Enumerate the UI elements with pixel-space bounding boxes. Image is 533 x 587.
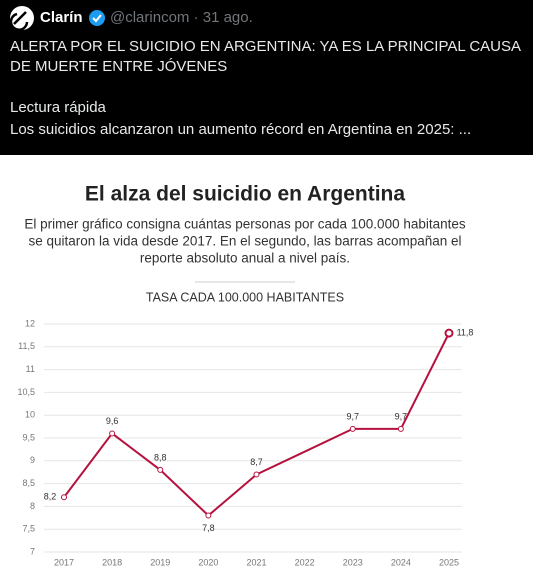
point: [253, 471, 260, 478]
y-tick-label: 8: [30, 501, 35, 511]
y-tick-label: 9: [30, 455, 35, 465]
value-label: 9,7: [346, 411, 359, 421]
x-tick-label: 2021: [246, 557, 266, 567]
value-label: 11,8: [457, 327, 474, 337]
series-line: [63, 332, 450, 517]
y-tick-label: 8,5: [22, 478, 35, 488]
x-tick-label: 2022: [295, 557, 315, 567]
point: [157, 466, 164, 473]
value-label: 7,8: [202, 523, 215, 533]
point: [397, 425, 404, 432]
tweet-text: Los suicidios alcanzaron un aumento réco…: [10, 121, 471, 138]
point: [444, 328, 454, 338]
value-label: 9,6: [106, 416, 119, 426]
chart-title: El alza del suicidio en Argentina: [85, 183, 405, 206]
verified-check: [92, 14, 102, 23]
tweet-background: [0, 0, 533, 155]
value-label: 8,7: [250, 457, 263, 467]
value-label: 9,7: [395, 411, 408, 421]
tweet-text: ALERTA POR EL SUICIDIO EN ARGENTINA: YA …: [10, 38, 521, 55]
point: [109, 430, 116, 437]
axis-title: TASA CADA 100.000 HABITANTES: [146, 290, 344, 304]
x-tick-label: 2019: [150, 557, 170, 567]
chart-subtitle: reporte absoluto anual a nivel país.: [140, 251, 350, 266]
point: [349, 425, 356, 432]
tweet-text: Lectura rápida: [10, 99, 107, 116]
point: [61, 494, 67, 501]
value-label: 8,8: [154, 452, 167, 462]
verified-badge: [89, 10, 105, 26]
x-tick-label: 2020: [198, 557, 218, 567]
tweet-text: DE MUERTE ENTRE JÓVENES: [10, 58, 227, 75]
avatar-logo: [9, 11, 29, 31]
x-tick-label: 2025: [439, 557, 459, 567]
y-tick-label: 7,5: [22, 524, 35, 534]
value-label: 8,2: [44, 492, 57, 502]
avatar[interactable]: [10, 6, 34, 30]
chart-subtitle: El primer gráfico consigna cuántas perso…: [24, 217, 466, 232]
x-tick-label: 2024: [391, 557, 411, 567]
x-tick-label: 2018: [102, 557, 122, 567]
x-tick-label: 2017: [54, 557, 74, 567]
y-tick-label: 11: [26, 364, 35, 374]
author-name[interactable]: Clarín: [40, 9, 83, 26]
chart-subtitle: se quitaron la vida desde 2017. En el se…: [28, 234, 461, 249]
point: [205, 512, 212, 519]
y-tick-label: 7: [30, 546, 35, 556]
y-tick-label: 10: [25, 410, 35, 420]
handle-time[interactable]: @clarincom · 31 ago.: [110, 9, 253, 26]
y-tick-label: 9,5: [22, 432, 35, 442]
x-tick-label: 2023: [343, 557, 363, 567]
y-tick-label: 12: [25, 318, 35, 328]
y-tick-label: 11,5: [18, 341, 35, 351]
y-tick-label: 10,5: [17, 387, 35, 397]
